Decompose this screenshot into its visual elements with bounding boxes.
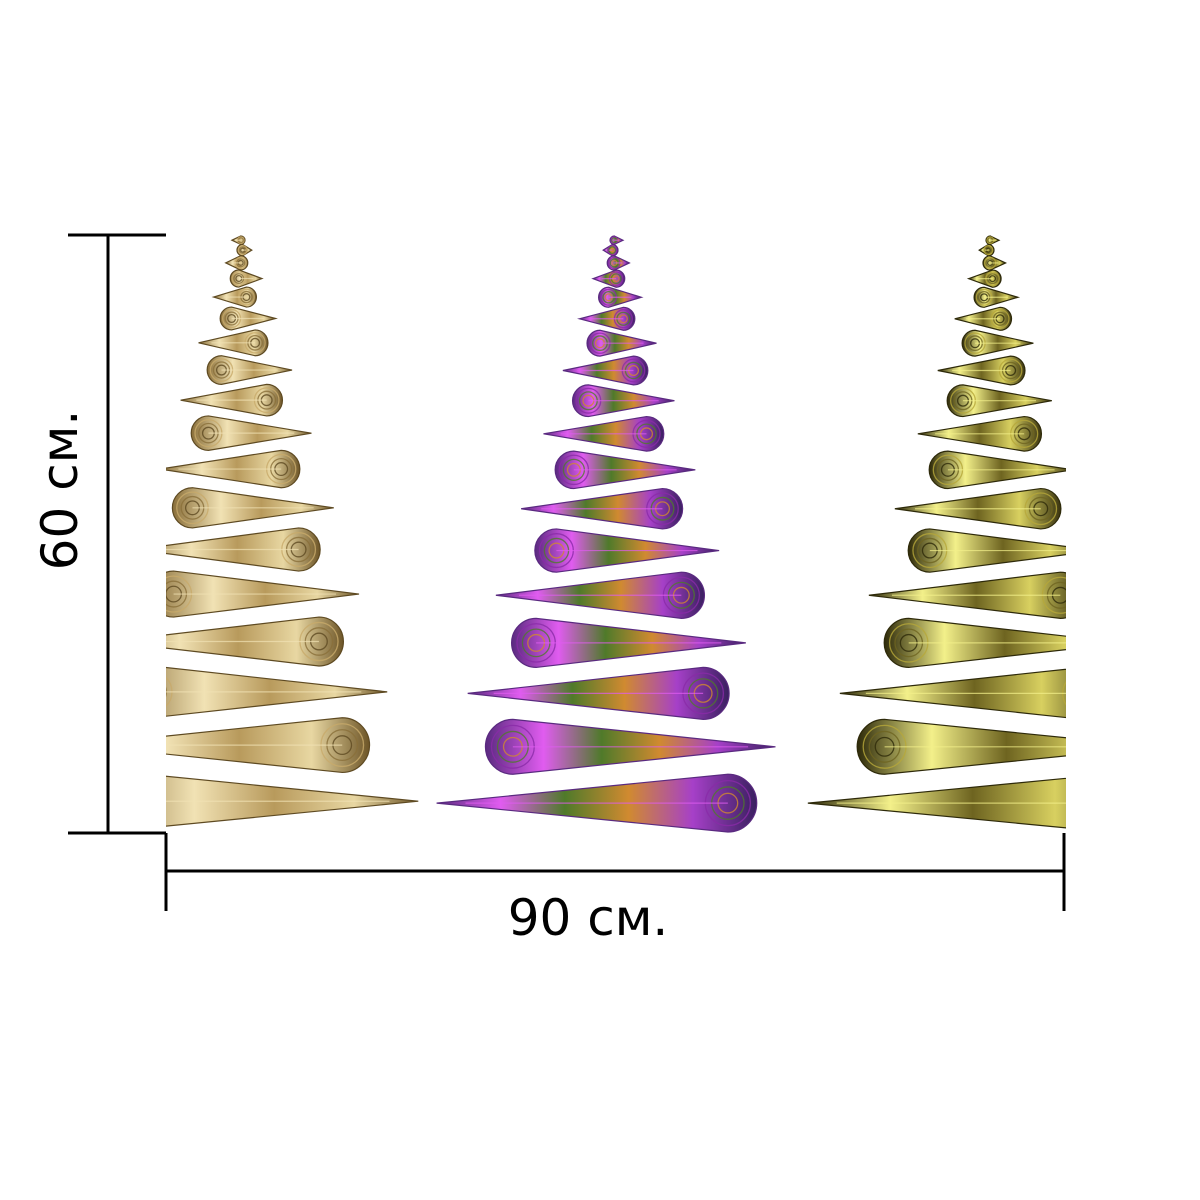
swirl-ring [105,779,150,824]
swirl-ring [117,791,137,811]
swirl-ring [143,683,161,701]
iridescent-tree [436,235,776,833]
gold-tree [105,235,419,827]
width-dimension-line [164,833,1066,911]
swirl-ring [1068,679,1097,708]
height-label: 60 см. [31,409,89,571]
swirl-ring [166,676,173,708]
olive-tree [807,235,1131,829]
height-dimension-line [68,233,166,835]
swirl-ring [1074,685,1092,703]
swirl-ring [166,686,167,698]
swirl-ring [111,785,143,817]
swirl-ring [1062,681,1066,706]
swirl-ring [1099,793,1119,813]
swirl-ring [607,245,618,256]
swirl-ring [1086,781,1131,826]
width-label: 90 см. [507,889,669,947]
swirl-ring [983,245,994,256]
swirl-ring [1092,787,1124,819]
swirl-ring [237,245,248,256]
